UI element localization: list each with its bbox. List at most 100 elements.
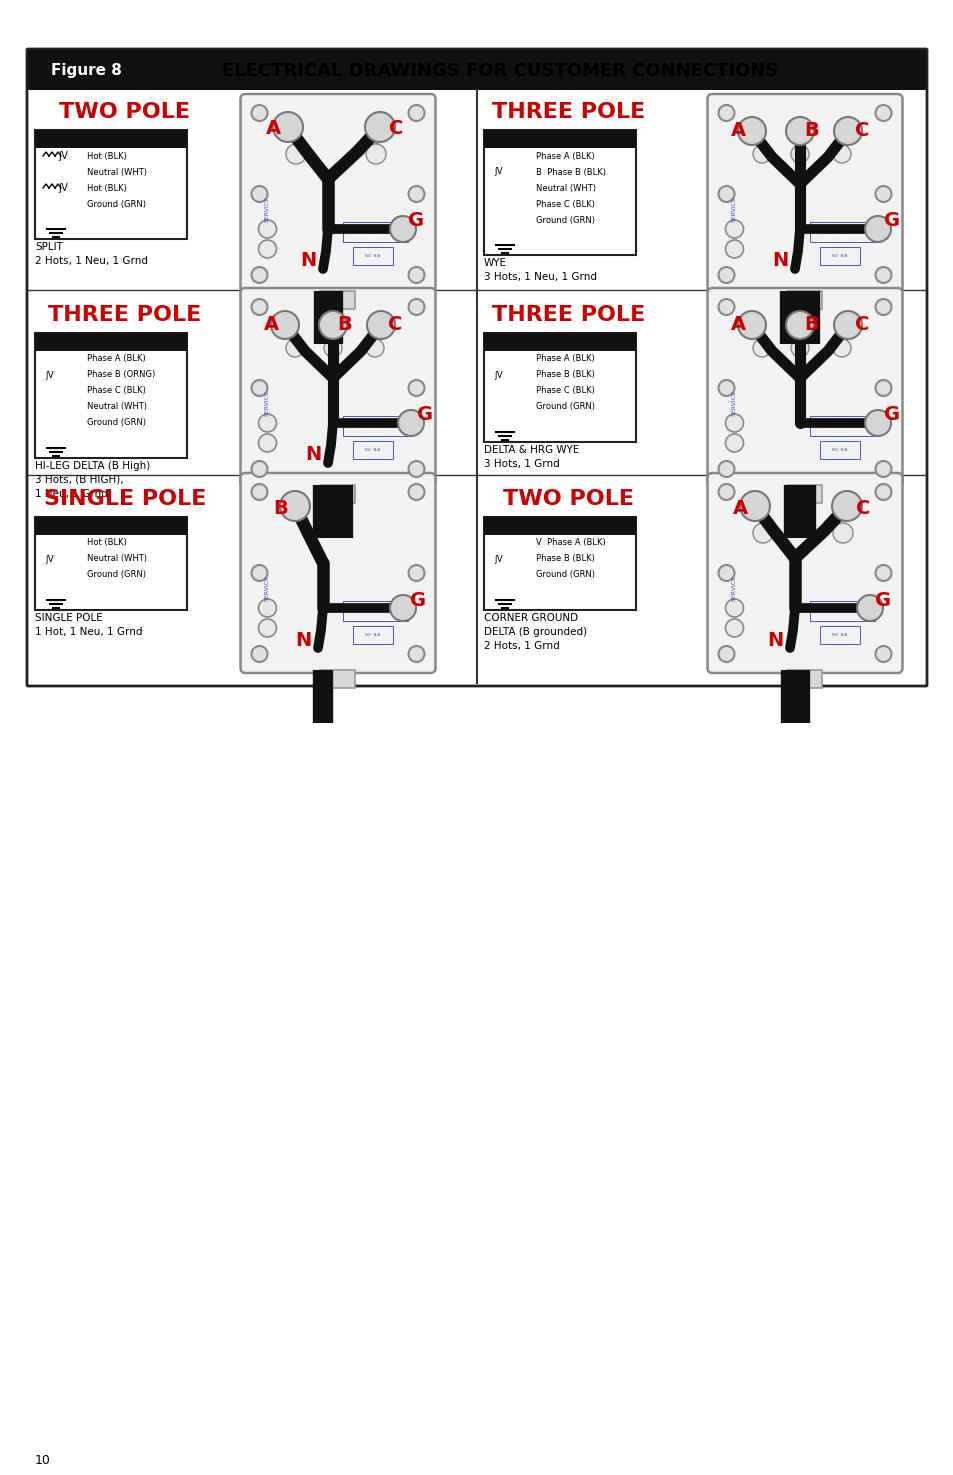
Circle shape	[390, 215, 416, 242]
Circle shape	[252, 381, 267, 395]
Text: Phase C (BLK): Phase C (BLK)	[536, 199, 595, 208]
Bar	[353, 441, 393, 459]
Circle shape	[718, 462, 734, 476]
Circle shape	[258, 414, 276, 432]
Bar	[35, 333, 187, 351]
Text: Ground (GRN): Ground (GRN)	[87, 199, 146, 208]
Bar	[483, 333, 636, 442]
Circle shape	[718, 381, 734, 395]
Text: ʃV: ʃV	[495, 370, 503, 379]
Circle shape	[366, 145, 386, 164]
Text: N: N	[766, 630, 782, 649]
Text: NO  N/A: NO N/A	[832, 254, 846, 258]
Text: G: G	[883, 406, 899, 425]
Text: C: C	[840, 515, 844, 525]
Circle shape	[252, 646, 267, 662]
Bar	[35, 518, 187, 535]
Text: Neutral (WHT): Neutral (WHT)	[87, 555, 147, 563]
Text: DELTA (B grounded): DELTA (B grounded)	[483, 627, 586, 637]
Circle shape	[271, 311, 298, 339]
Text: Ground (GRN): Ground (GRN)	[87, 419, 146, 428]
Bar	[809, 600, 874, 621]
Bar	[343, 416, 408, 437]
Circle shape	[875, 565, 890, 581]
Bar	[809, 223, 874, 242]
Text: Figure 8: Figure 8	[51, 63, 121, 78]
Text: Ground (GRN): Ground (GRN)	[87, 571, 146, 580]
Text: A: A	[292, 330, 297, 339]
Circle shape	[785, 311, 813, 339]
Text: DRY CONTACTS: DRY CONTACTS	[822, 230, 861, 235]
Circle shape	[408, 299, 424, 316]
Circle shape	[408, 484, 424, 500]
Text: B: B	[797, 137, 801, 146]
Text: C: C	[839, 330, 843, 339]
Text: ʃV: ʃV	[46, 370, 54, 379]
Circle shape	[718, 484, 734, 500]
Text: B: B	[337, 316, 352, 335]
Text: Ground (GRN): Ground (GRN)	[536, 403, 595, 412]
Bar	[343, 223, 408, 242]
Text: SERVICE: SERVICE	[265, 196, 270, 223]
Circle shape	[875, 267, 890, 283]
Bar	[483, 130, 636, 148]
Circle shape	[252, 186, 267, 202]
Text: G: G	[408, 211, 424, 230]
Bar	[786, 670, 821, 687]
FancyBboxPatch shape	[240, 288, 435, 488]
Text: 2 Hots, 1 Neu, 1 Grnd: 2 Hots, 1 Neu, 1 Grnd	[35, 257, 148, 266]
Circle shape	[856, 594, 882, 621]
Text: NO  N/A: NO N/A	[365, 254, 380, 258]
Bar	[483, 518, 636, 611]
Circle shape	[397, 410, 423, 437]
Text: A: A	[759, 137, 763, 146]
Circle shape	[875, 462, 890, 476]
Circle shape	[864, 215, 890, 242]
Text: V  Phase A (BLK): V Phase A (BLK)	[536, 538, 605, 547]
Text: A: A	[759, 330, 763, 339]
Circle shape	[408, 186, 424, 202]
Bar	[320, 485, 355, 503]
Text: SERVICE: SERVICE	[731, 575, 737, 600]
FancyBboxPatch shape	[707, 94, 902, 294]
Text: 1 Hot, 1 Neu, 1 Grnd: 1 Hot, 1 Neu, 1 Grnd	[35, 627, 142, 637]
Bar	[483, 130, 636, 255]
Bar	[353, 625, 393, 645]
Text: DRY CONTACTS: DRY CONTACTS	[822, 423, 861, 429]
Text: DRY CONTACTS: DRY CONTACTS	[356, 609, 394, 614]
Bar	[320, 291, 355, 308]
Text: Phase A (BLK): Phase A (BLK)	[87, 354, 146, 363]
Text: A: A	[265, 119, 280, 139]
Text: A: A	[730, 316, 745, 335]
Circle shape	[831, 491, 862, 521]
Text: ʃV: ʃV	[58, 183, 68, 193]
Text: Phase A (BLK): Phase A (BLK)	[536, 354, 594, 363]
Text: 10: 10	[35, 1453, 51, 1466]
Circle shape	[324, 339, 341, 357]
Text: ʃV: ʃV	[495, 168, 503, 177]
Text: C: C	[855, 499, 869, 518]
Text: SERVICE: SERVICE	[731, 389, 737, 416]
Text: NO  N/A: NO N/A	[832, 448, 846, 451]
Circle shape	[875, 381, 890, 395]
Text: THREE POLE: THREE POLE	[492, 305, 645, 324]
Text: SPLIT: SPLIT	[35, 242, 63, 252]
Text: C: C	[372, 330, 377, 339]
Text: 2 Hots, 1 Grnd: 2 Hots, 1 Grnd	[483, 642, 559, 650]
Text: Ground (GRN): Ground (GRN)	[536, 215, 595, 224]
Circle shape	[785, 117, 813, 145]
Circle shape	[367, 311, 395, 339]
Text: Phase B (ORNG): Phase B (ORNG)	[87, 370, 155, 379]
Circle shape	[833, 117, 862, 145]
Circle shape	[252, 105, 267, 121]
Circle shape	[752, 524, 772, 543]
Text: 1 Neu, 1 Grnd: 1 Neu, 1 Grnd	[35, 490, 108, 499]
Text: NO  N/A: NO N/A	[365, 633, 380, 637]
Text: Phase B (BLK): Phase B (BLK)	[536, 370, 595, 379]
Circle shape	[724, 220, 742, 237]
Text: Hot (BLK): Hot (BLK)	[87, 183, 127, 193]
Circle shape	[875, 299, 890, 316]
Circle shape	[408, 646, 424, 662]
Circle shape	[790, 145, 808, 164]
Bar	[343, 600, 408, 621]
